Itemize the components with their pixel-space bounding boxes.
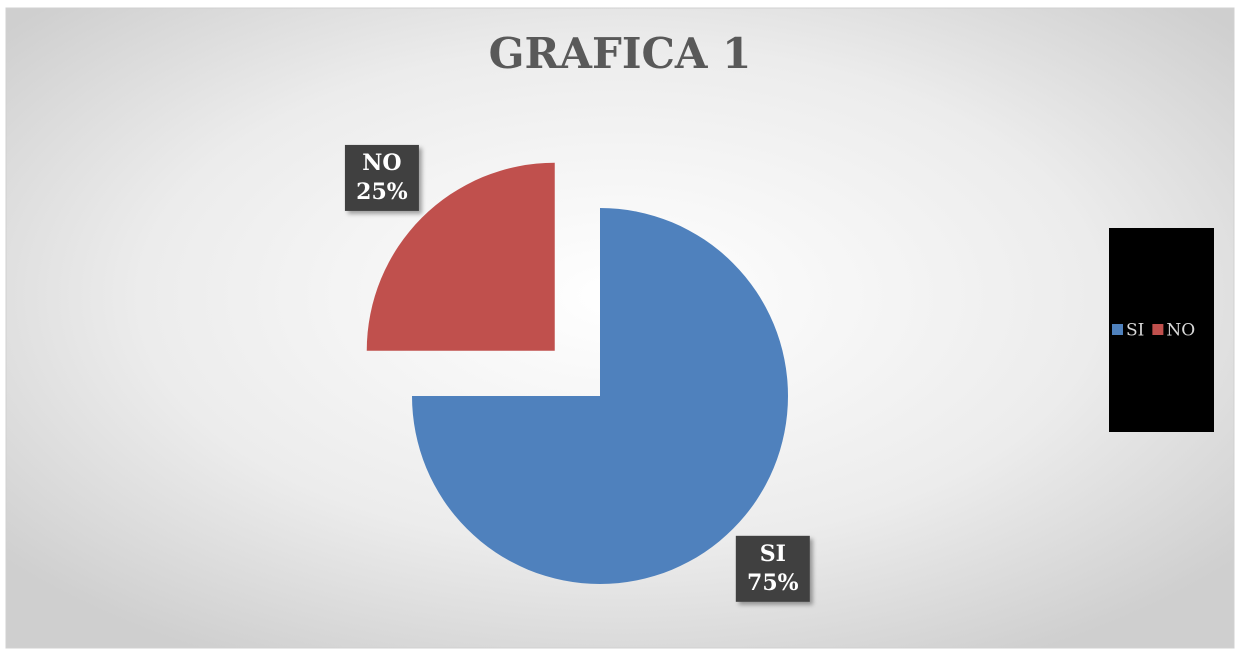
chart-title: GRAFICA 1 xyxy=(489,29,752,78)
data-label-box xyxy=(735,535,810,602)
data-label-category: SI xyxy=(760,541,786,567)
data-label-category: NO xyxy=(362,150,401,176)
data-labels: SI 75% NO 25% xyxy=(344,144,810,602)
data-label-value: 75% xyxy=(747,570,799,596)
pie xyxy=(366,162,788,584)
legend-label: SI xyxy=(1126,321,1144,341)
data-label-box xyxy=(344,144,419,211)
data-label-value: 25% xyxy=(356,179,408,205)
pie-slice xyxy=(366,162,555,351)
pie-slice xyxy=(412,208,788,584)
legend-swatch xyxy=(1152,324,1164,335)
legend-label: NO xyxy=(1166,321,1195,341)
legend: SI NO xyxy=(1112,321,1195,341)
legend-swatch xyxy=(1112,324,1123,335)
